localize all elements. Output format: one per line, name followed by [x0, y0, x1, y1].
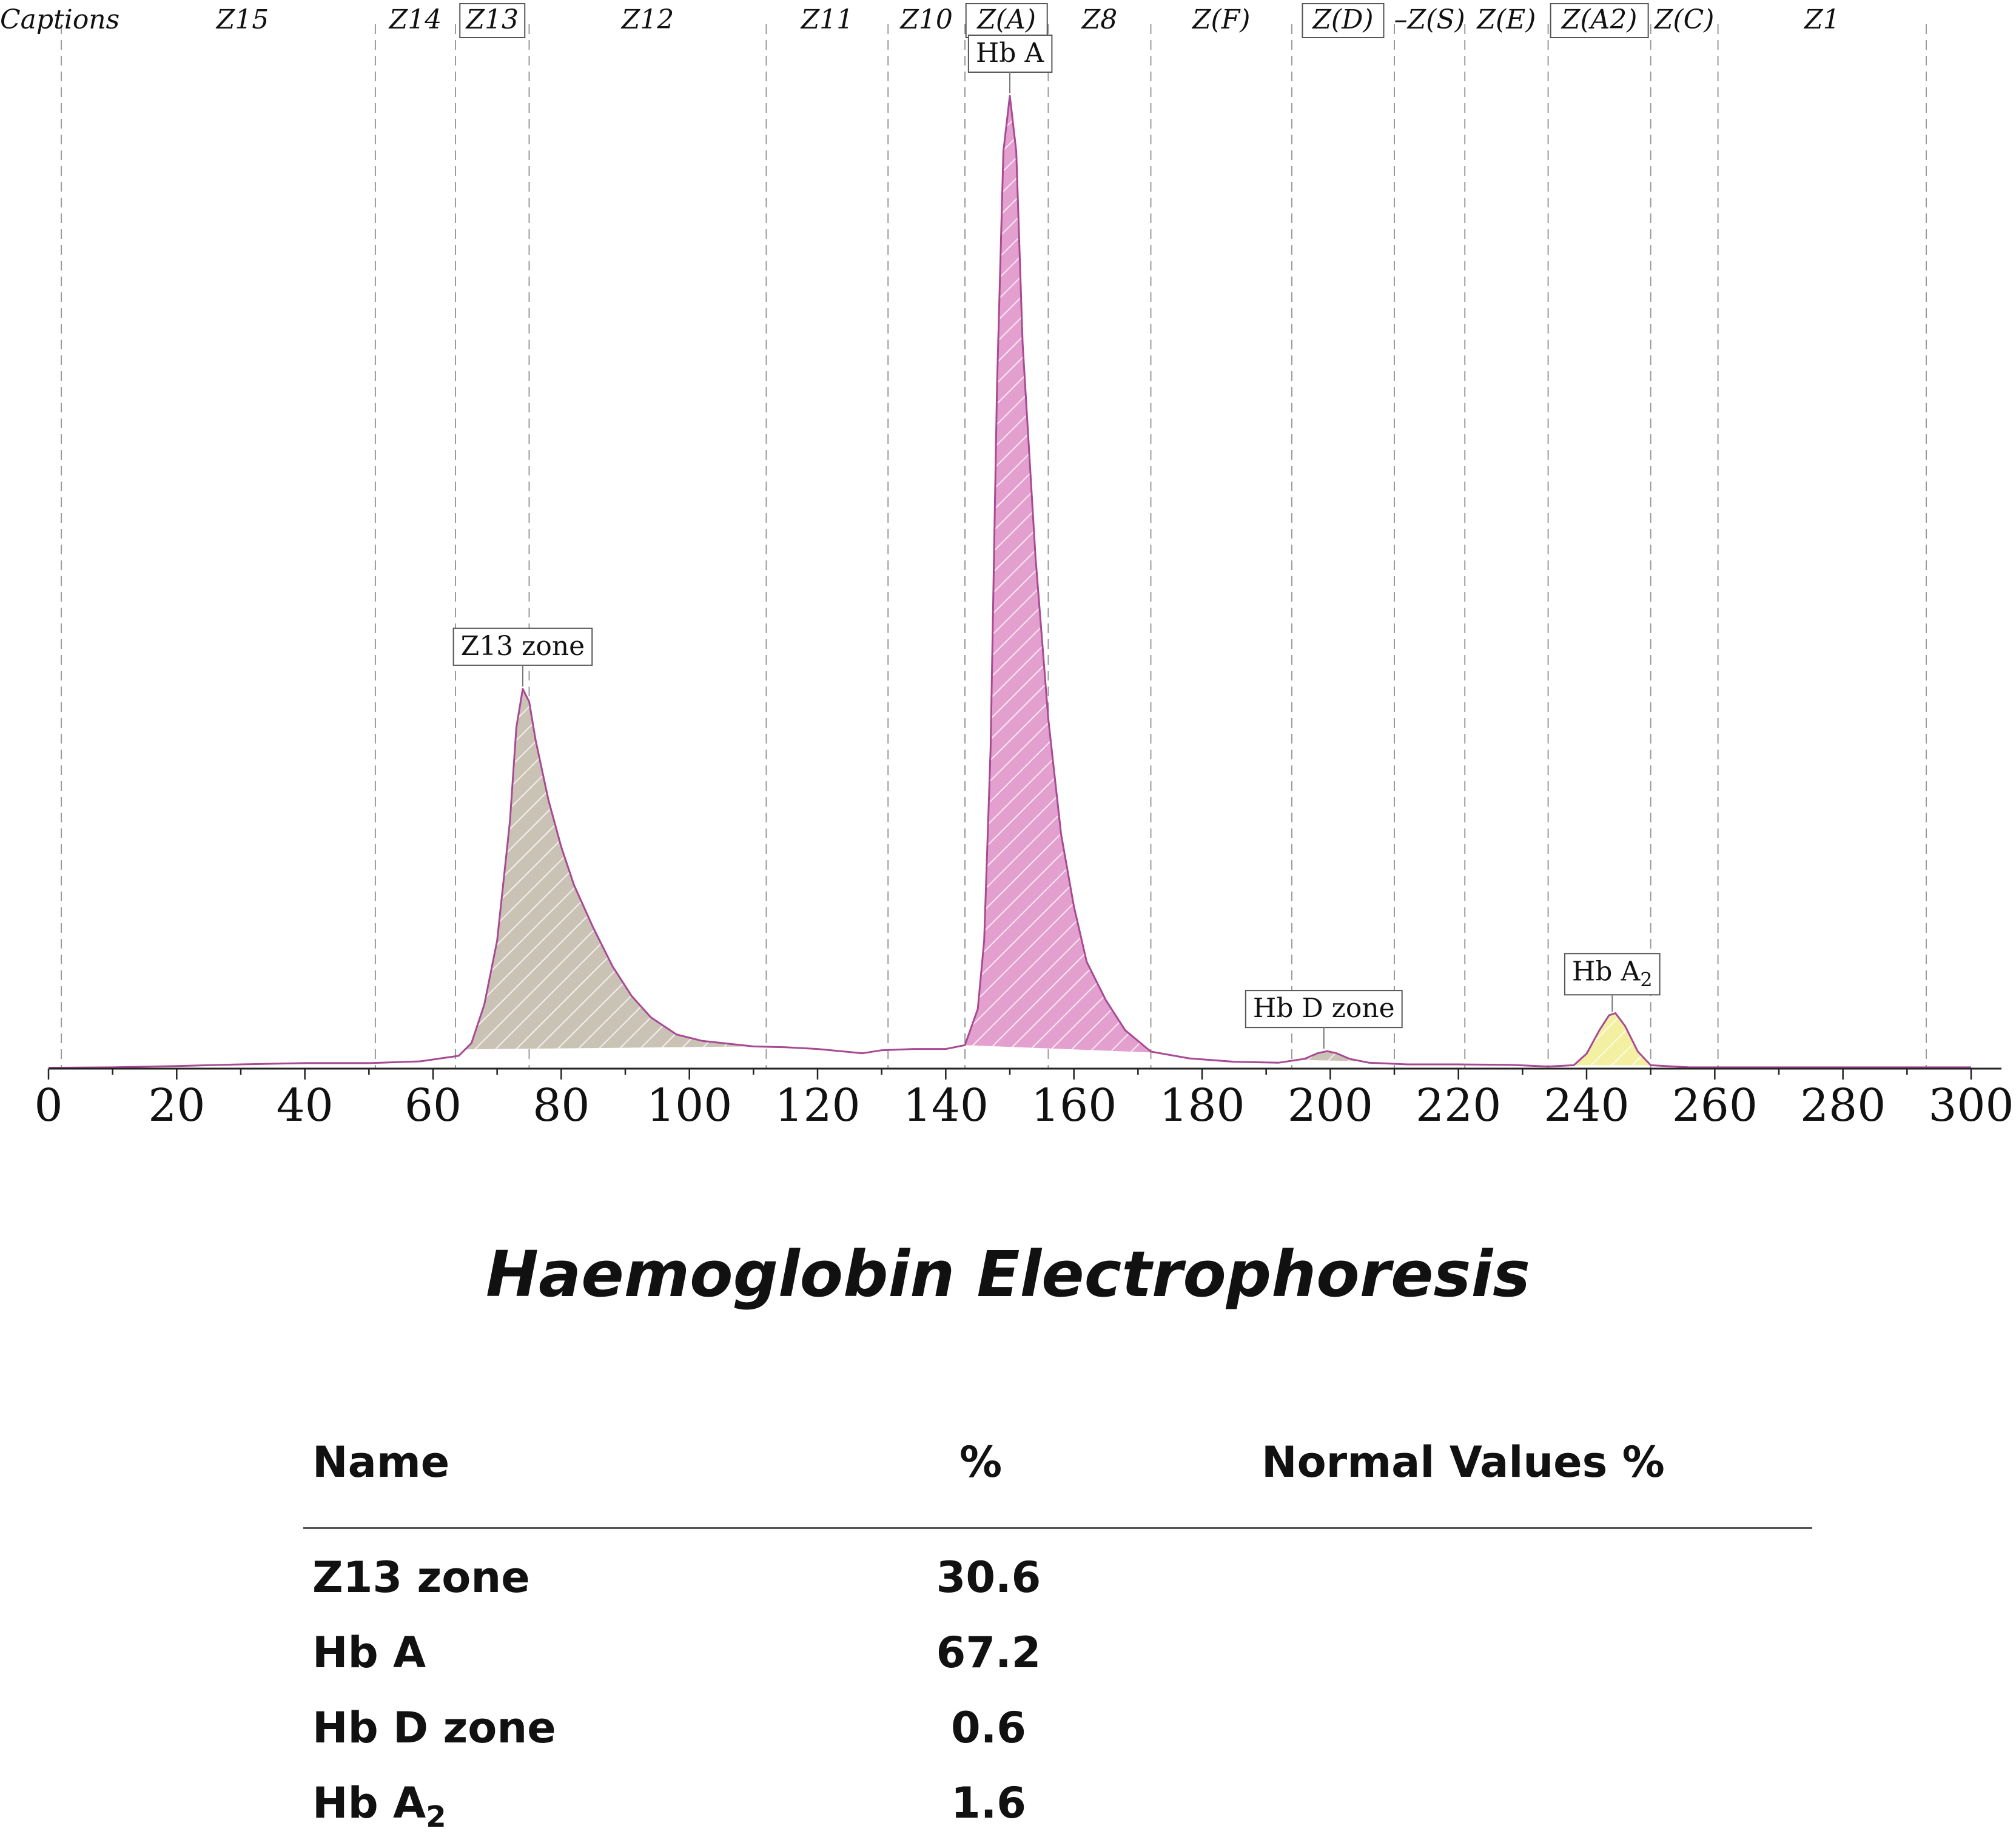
zone-captions: Captions Z15 Z14 Z13 Z12 Z11 Z10 Z(A) Z8 Z(F) Z(D)…	[0, 3, 1840, 38]
x-tick-label: 200	[1288, 1080, 1373, 1132]
peak-label-box	[1564, 953, 1661, 996]
peak-fill-1	[965, 96, 1157, 1053]
row-name-subscript: 2	[426, 1800, 446, 1834]
row-percent: 67.2	[936, 1628, 1041, 1678]
x-tick-label: 120	[774, 1080, 860, 1132]
chart-title: Haemoglobin Electrophoresis	[486, 1237, 1530, 1311]
header-normal-values: Normal Values %	[1262, 1437, 1665, 1487]
x-tick-label: 20	[148, 1080, 205, 1132]
electrophoresis-chart: 0 20 40 60 80 100 120 140 160 180 200 220 240 260 280 3…	[0, 3, 2014, 1132]
row-percent: 30.6	[936, 1553, 1041, 1602]
zone-caption-box	[459, 3, 526, 38]
x-tick-label: 140	[903, 1080, 989, 1132]
x-tick-label: 160	[1031, 1080, 1117, 1132]
zone-caption-text: Z1	[1803, 4, 1840, 35]
zone-caption-box	[1550, 3, 1649, 38]
zone-boundary-lines	[61, 24, 1927, 1069]
row-name: Hb A2	[312, 1778, 446, 1834]
peak-label-2: Hb D zone	[1245, 990, 1403, 1049]
header-percent: %	[959, 1437, 1003, 1487]
peak-label-text: Z13 zone	[461, 631, 585, 662]
peak-label-text: Hb D zone	[1253, 993, 1395, 1024]
zone-caption-10: –Z(S)	[1394, 4, 1465, 35]
zone-caption-text: Z(A2)	[1561, 4, 1638, 35]
zone-caption-text: Z(A)	[976, 4, 1036, 35]
zone-caption-7: Z8	[1081, 4, 1118, 35]
peak-hatch-3	[1573, 1013, 1651, 1066]
x-axis: 0 20 40 60 80 100 120 140 160 180 200 220 240 260 280 3…	[34, 1067, 2014, 1132]
x-tick-label: 180	[1159, 1080, 1245, 1132]
peak-label-text: Hb A	[976, 38, 1045, 69]
x-tick-label: 220	[1416, 1080, 1501, 1132]
zone-caption-12: Z(A2)	[1550, 3, 1649, 38]
peak-label-text: Hb A2	[1572, 956, 1653, 991]
zone-caption-1: Z14	[388, 4, 442, 35]
peak-label-box	[967, 35, 1053, 73]
peak-label-3: Hb A2	[1564, 953, 1661, 1012]
zone-caption-6: Z(A)	[965, 3, 1048, 38]
peak-fill-2	[1298, 1051, 1363, 1061]
peak-label-0: Z13 zone	[452, 627, 593, 687]
zone-caption-9: Z(D)	[1302, 3, 1385, 38]
x-tick-label: 280	[1800, 1080, 1886, 1132]
peak-fill-0	[465, 688, 754, 1050]
x-tick-label: 240	[1544, 1080, 1629, 1132]
zone-caption-text: –Z(S)	[1394, 4, 1465, 35]
zone-caption-text: Z15	[215, 4, 269, 35]
row-percent: 1.6	[950, 1778, 1026, 1828]
x-tick-label: 0	[34, 1080, 62, 1132]
peak-fills	[465, 96, 1651, 1066]
peak-label-box	[452, 627, 593, 666]
zone-caption-text: Z12	[620, 4, 674, 35]
peak-hatch-0	[465, 688, 754, 1050]
x-tick-label: 260	[1672, 1080, 1758, 1132]
zone-caption-text: Z10	[899, 4, 953, 35]
peak-labels: Z13 zone Hb A Hb D zone Hb A2	[452, 35, 1661, 1049]
zone-caption-2: Z13	[459, 3, 526, 38]
zone-caption-11: Z(E)	[1476, 4, 1536, 35]
zone-caption-4: Z11	[800, 4, 854, 35]
peak-hatch-2	[1298, 1051, 1363, 1061]
zone-caption-text: Z11	[800, 4, 854, 35]
x-tick-label: 60	[405, 1080, 462, 1132]
zone-caption-0: Z15	[215, 4, 269, 35]
zone-caption-text: Z(C)	[1653, 4, 1715, 35]
zone-caption-text: Z8	[1081, 4, 1118, 35]
peak-hatch-1	[965, 96, 1157, 1053]
zone-caption-14: Z1	[1803, 4, 1840, 35]
row-name: Z13 zone	[312, 1553, 530, 1602]
peak-label-subscript: 2	[1640, 968, 1652, 991]
x-tick-label: 40	[277, 1080, 334, 1132]
zone-caption-13: Z(C)	[1653, 4, 1715, 35]
zone-caption-text: Z(F)	[1191, 4, 1250, 35]
table-divider	[303, 1527, 1812, 1529]
peak-label-1: Hb A	[967, 35, 1053, 93]
zone-caption-text: Z(E)	[1476, 4, 1536, 35]
header-name: Name	[312, 1437, 450, 1487]
trace-line	[48, 95, 1971, 1069]
x-tick-label: 100	[647, 1080, 732, 1132]
x-tick-label: 300	[1928, 1080, 2014, 1132]
row-name: Hb A	[312, 1628, 426, 1678]
densitometry-trace	[48, 95, 1971, 1069]
peak-fill-3	[1573, 1013, 1651, 1066]
captions-label: Captions	[0, 4, 119, 35]
zone-caption-3: Z12	[620, 4, 674, 35]
row-name: Hb D zone	[312, 1703, 556, 1753]
x-tick-label: 80	[533, 1080, 590, 1132]
zone-caption-8: Z(F)	[1191, 4, 1250, 35]
row-percent: 0.6	[950, 1703, 1026, 1753]
zone-caption-text: Z14	[388, 4, 442, 35]
zone-caption-text: Z13	[465, 4, 519, 35]
zone-caption-text: Z(D)	[1311, 4, 1373, 35]
zone-caption-5: Z10	[899, 4, 953, 35]
zone-caption-box	[1302, 3, 1385, 38]
